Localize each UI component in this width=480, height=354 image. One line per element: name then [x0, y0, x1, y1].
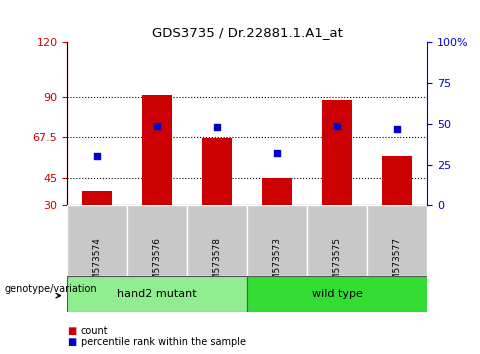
Bar: [127, 205, 187, 276]
Bar: [367, 205, 427, 276]
Text: ■: ■: [67, 326, 76, 336]
Text: GSM573574: GSM573574: [93, 237, 102, 292]
Text: GSM573577: GSM573577: [393, 237, 402, 292]
Text: percentile rank within the sample: percentile rank within the sample: [81, 337, 246, 347]
Bar: [322, 101, 352, 205]
Text: wild type: wild type: [312, 289, 362, 299]
Bar: [142, 95, 172, 205]
Bar: [262, 178, 292, 205]
Point: [93, 154, 101, 159]
Point: [333, 123, 341, 129]
Text: ■: ■: [67, 337, 76, 347]
Bar: [82, 191, 112, 205]
Bar: [187, 205, 247, 276]
Bar: [202, 138, 232, 205]
Point: [274, 150, 281, 156]
Text: count: count: [81, 326, 108, 336]
Bar: [382, 156, 412, 205]
Point: [394, 126, 401, 132]
Point: [153, 123, 161, 129]
Text: GSM573573: GSM573573: [273, 237, 282, 292]
Bar: [307, 205, 367, 276]
Text: genotype/variation: genotype/variation: [5, 284, 97, 293]
Bar: [67, 276, 247, 312]
Title: GDS3735 / Dr.22881.1.A1_at: GDS3735 / Dr.22881.1.A1_at: [152, 25, 343, 39]
Text: GSM573576: GSM573576: [153, 237, 162, 292]
Text: hand2 mutant: hand2 mutant: [118, 289, 197, 299]
Bar: [67, 205, 127, 276]
Bar: [247, 205, 307, 276]
Text: GSM573578: GSM573578: [213, 237, 222, 292]
Text: GSM573575: GSM573575: [333, 237, 342, 292]
Point: [213, 124, 221, 130]
Bar: [247, 276, 427, 312]
